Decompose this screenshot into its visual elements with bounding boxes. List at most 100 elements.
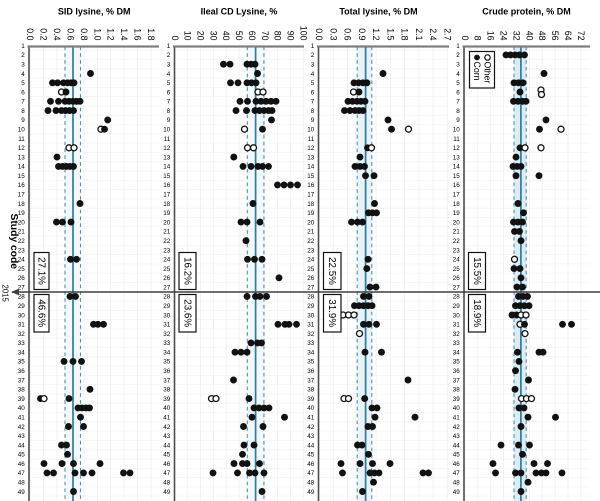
svg-text:24: 24 — [499, 31, 509, 41]
svg-text:1: 1 — [167, 43, 171, 50]
svg-text:45: 45 — [307, 452, 315, 459]
svg-text:18: 18 — [163, 201, 171, 208]
svg-text:10: 10 — [183, 31, 193, 41]
svg-text:90: 90 — [285, 31, 295, 41]
svg-text:21: 21 — [307, 229, 315, 236]
svg-text:28: 28 — [163, 294, 171, 301]
svg-text:39: 39 — [163, 396, 171, 403]
svg-text:10: 10 — [453, 127, 461, 134]
svg-text:27: 27 — [163, 284, 171, 291]
svg-text:49: 49 — [453, 489, 461, 496]
svg-text:20: 20 — [18, 219, 26, 226]
svg-text:49: 49 — [307, 489, 315, 496]
svg-text:43: 43 — [163, 433, 171, 440]
svg-text:38: 38 — [307, 387, 315, 394]
svg-text:47: 47 — [163, 470, 171, 477]
svg-text:72: 72 — [576, 31, 586, 41]
svg-text:41: 41 — [18, 415, 26, 422]
svg-text:28: 28 — [18, 294, 26, 301]
svg-text:2: 2 — [456, 52, 460, 59]
svg-text:13: 13 — [18, 154, 26, 161]
svg-text:5: 5 — [167, 80, 171, 87]
svg-text:0.6: 0.6 — [66, 28, 76, 40]
svg-text:31: 31 — [18, 322, 26, 329]
svg-text:46: 46 — [18, 461, 26, 468]
svg-text:46: 46 — [163, 461, 171, 468]
svg-text:21: 21 — [18, 229, 26, 236]
svg-text:0: 0 — [170, 36, 180, 41]
svg-text:16: 16 — [163, 182, 171, 189]
svg-text:Other: Other — [483, 62, 493, 84]
svg-text:11: 11 — [453, 136, 460, 143]
svg-text:16: 16 — [18, 182, 26, 189]
svg-text:4: 4 — [311, 71, 315, 78]
svg-text:41: 41 — [453, 415, 461, 422]
svg-text:29: 29 — [18, 303, 26, 310]
svg-text:50: 50 — [234, 31, 244, 41]
svg-text:15: 15 — [307, 173, 315, 180]
svg-text:27: 27 — [307, 284, 315, 291]
svg-text:1.0: 1.0 — [92, 28, 102, 40]
svg-text:4: 4 — [21, 71, 25, 78]
svg-text:16.2%: 16.2% — [182, 257, 193, 285]
svg-text:24: 24 — [453, 257, 461, 264]
svg-text:49: 49 — [18, 489, 26, 496]
svg-text:41: 41 — [163, 415, 171, 422]
svg-text:26: 26 — [307, 275, 315, 282]
svg-text:44: 44 — [307, 442, 315, 449]
svg-text:16: 16 — [307, 182, 315, 189]
svg-text:27: 27 — [453, 284, 461, 291]
svg-text:0: 0 — [460, 36, 470, 41]
svg-text:16: 16 — [453, 182, 461, 189]
svg-text:6: 6 — [456, 89, 460, 96]
svg-text:47: 47 — [307, 470, 315, 477]
svg-text:9: 9 — [21, 117, 25, 124]
svg-text:20: 20 — [307, 219, 315, 226]
svg-text:42: 42 — [163, 424, 171, 431]
svg-text:100: 100 — [298, 26, 308, 41]
svg-text:7: 7 — [21, 99, 25, 106]
svg-text:37: 37 — [453, 377, 461, 384]
svg-text:3: 3 — [21, 62, 25, 69]
svg-text:1.2: 1.2 — [371, 28, 381, 40]
svg-text:25: 25 — [18, 266, 26, 273]
svg-text:22: 22 — [18, 238, 26, 245]
svg-text:48: 48 — [18, 480, 26, 487]
svg-text:11: 11 — [164, 136, 171, 143]
svg-text:7: 7 — [167, 99, 171, 106]
svg-text:21: 21 — [453, 229, 461, 236]
svg-text:20: 20 — [196, 31, 206, 41]
svg-text:Corn: Corn — [472, 62, 482, 81]
svg-text:60: 60 — [247, 31, 257, 41]
svg-text:31: 31 — [163, 322, 171, 329]
svg-text:42: 42 — [18, 424, 26, 431]
svg-text:48: 48 — [307, 480, 315, 487]
svg-text:34: 34 — [163, 350, 171, 357]
svg-text:27.1%: 27.1% — [36, 257, 47, 285]
svg-text:23: 23 — [307, 247, 315, 254]
svg-text:80: 80 — [273, 31, 283, 41]
svg-text:39: 39 — [453, 396, 461, 403]
svg-text:28: 28 — [453, 294, 461, 301]
svg-text:17: 17 — [18, 192, 26, 199]
svg-text:35: 35 — [307, 359, 315, 366]
svg-text:41: 41 — [307, 415, 315, 422]
svg-text:47: 47 — [18, 470, 26, 477]
svg-text:7: 7 — [311, 99, 315, 106]
svg-text:45: 45 — [163, 452, 171, 459]
svg-text:32: 32 — [307, 331, 315, 338]
svg-text:42: 42 — [453, 424, 461, 431]
svg-text:45: 45 — [453, 452, 461, 459]
svg-text:10: 10 — [163, 127, 171, 134]
svg-text:43: 43 — [18, 433, 26, 440]
svg-text:22: 22 — [307, 238, 315, 245]
svg-text:44: 44 — [453, 442, 461, 449]
svg-text:26: 26 — [163, 275, 171, 282]
svg-text:24: 24 — [163, 257, 171, 264]
svg-text:26: 26 — [453, 275, 461, 282]
svg-text:37: 37 — [163, 377, 171, 384]
svg-text:0.8: 0.8 — [79, 28, 89, 40]
svg-text:19: 19 — [163, 210, 171, 217]
svg-text:7: 7 — [456, 99, 460, 106]
svg-text:8: 8 — [311, 108, 315, 115]
